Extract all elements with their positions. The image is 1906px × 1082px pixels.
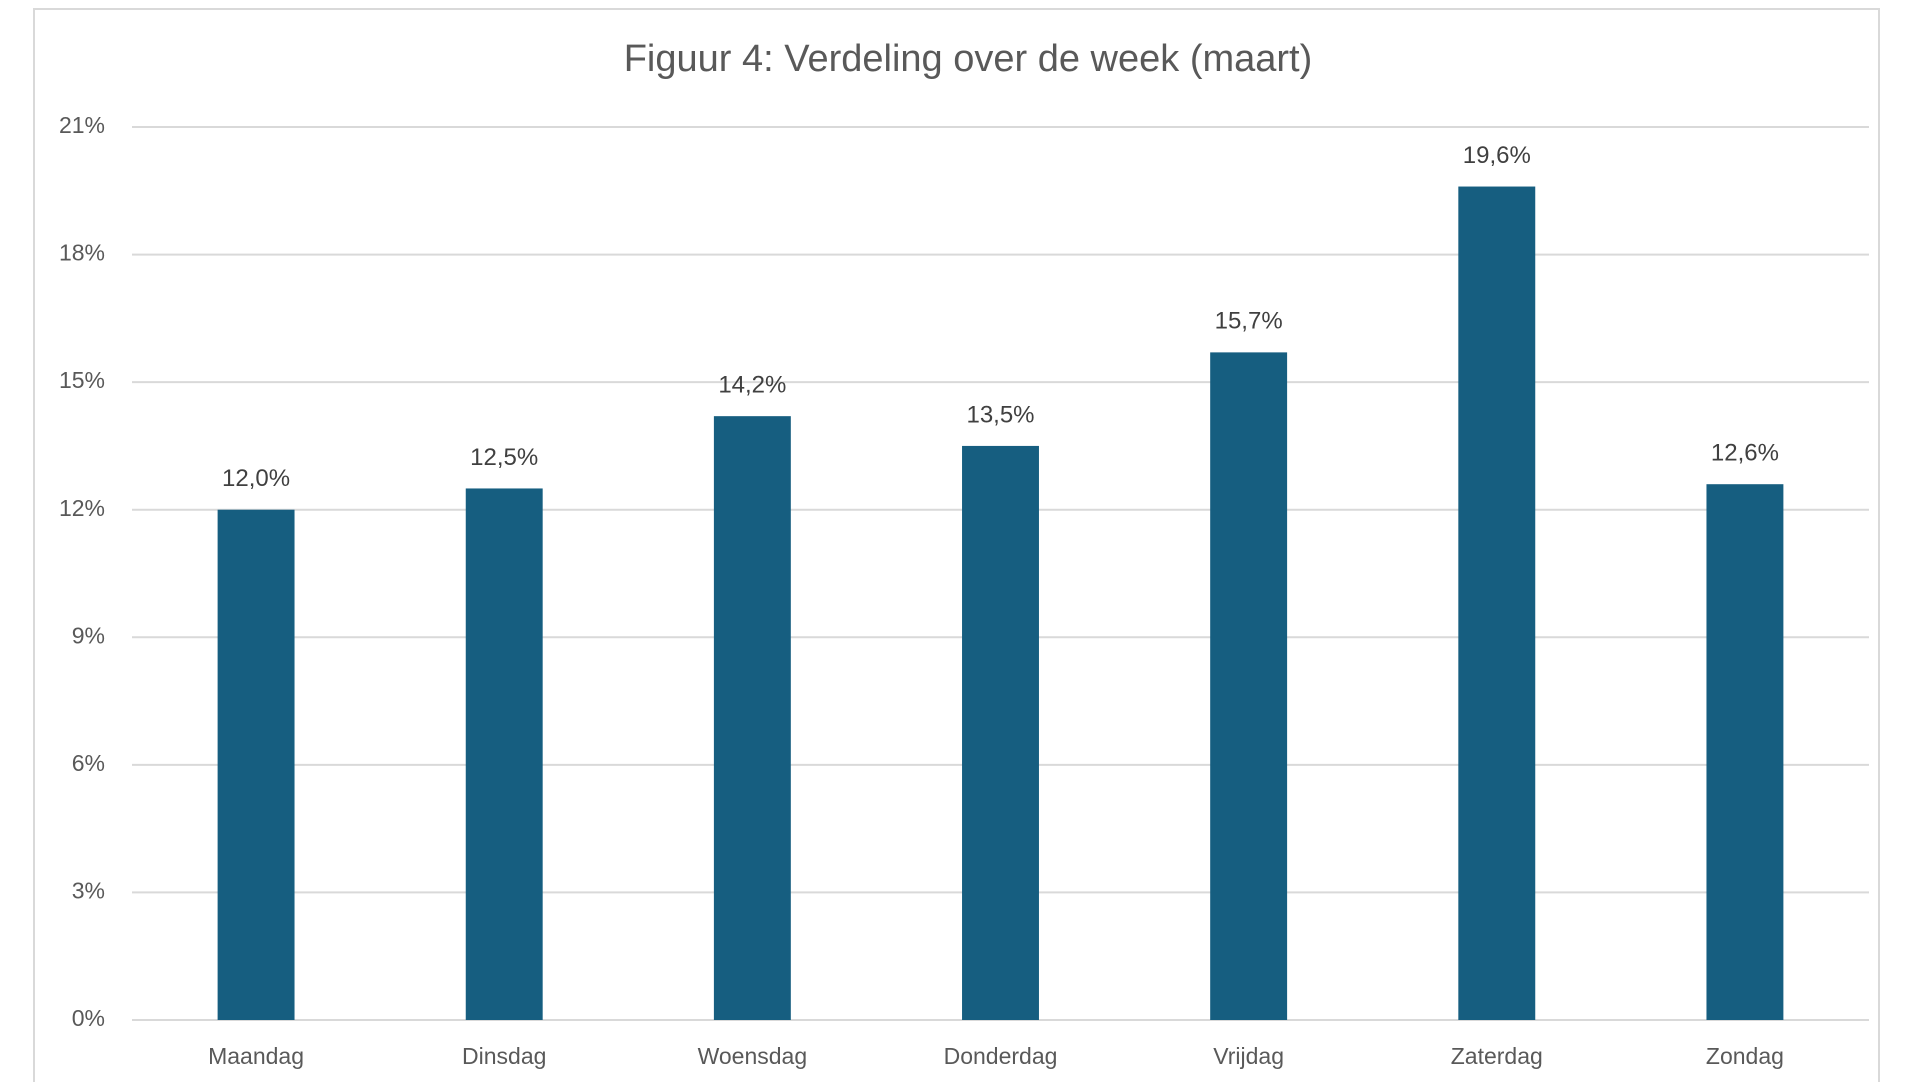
y-tick-label: 0% xyxy=(72,1005,105,1031)
bar xyxy=(1458,186,1536,1021)
x-tick-label: Vrijdag xyxy=(1213,1043,1284,1069)
y-tick-label: 21% xyxy=(59,112,105,138)
x-tick-label: Maandag xyxy=(208,1043,304,1069)
chart-border xyxy=(33,8,1880,1082)
x-tick-label: Woensdag xyxy=(698,1043,808,1069)
x-tick-label: Zondag xyxy=(1706,1043,1784,1069)
y-tick-label: 9% xyxy=(72,622,105,648)
data-label: 14,2% xyxy=(718,372,786,399)
bar xyxy=(217,509,295,1020)
bar xyxy=(962,445,1039,1020)
y-tick-label: 12% xyxy=(59,495,105,521)
y-tick-label: 6% xyxy=(72,750,105,776)
data-label: 12,5% xyxy=(470,444,538,471)
data-label: 13,5% xyxy=(966,401,1034,428)
data-label: 12,0% xyxy=(222,465,290,492)
y-tick-label: 3% xyxy=(72,878,105,904)
y-tick-label: 15% xyxy=(59,367,105,393)
chart-title: Figuur 4: Verdeling over de week (maart) xyxy=(624,38,1313,80)
x-tick-label: Dinsdag xyxy=(462,1043,546,1069)
y-tick-label: 18% xyxy=(59,240,105,266)
x-tick-label: Donderdag xyxy=(944,1043,1058,1069)
bar xyxy=(1210,352,1288,1020)
data-label: 19,6% xyxy=(1463,142,1531,169)
bar xyxy=(713,416,791,1021)
bar xyxy=(465,488,543,1020)
bar xyxy=(1706,484,1784,1020)
data-label: 12,6% xyxy=(1711,440,1779,467)
data-label: 15,7% xyxy=(1215,308,1283,335)
x-tick-label: Zaterdag xyxy=(1451,1043,1543,1069)
